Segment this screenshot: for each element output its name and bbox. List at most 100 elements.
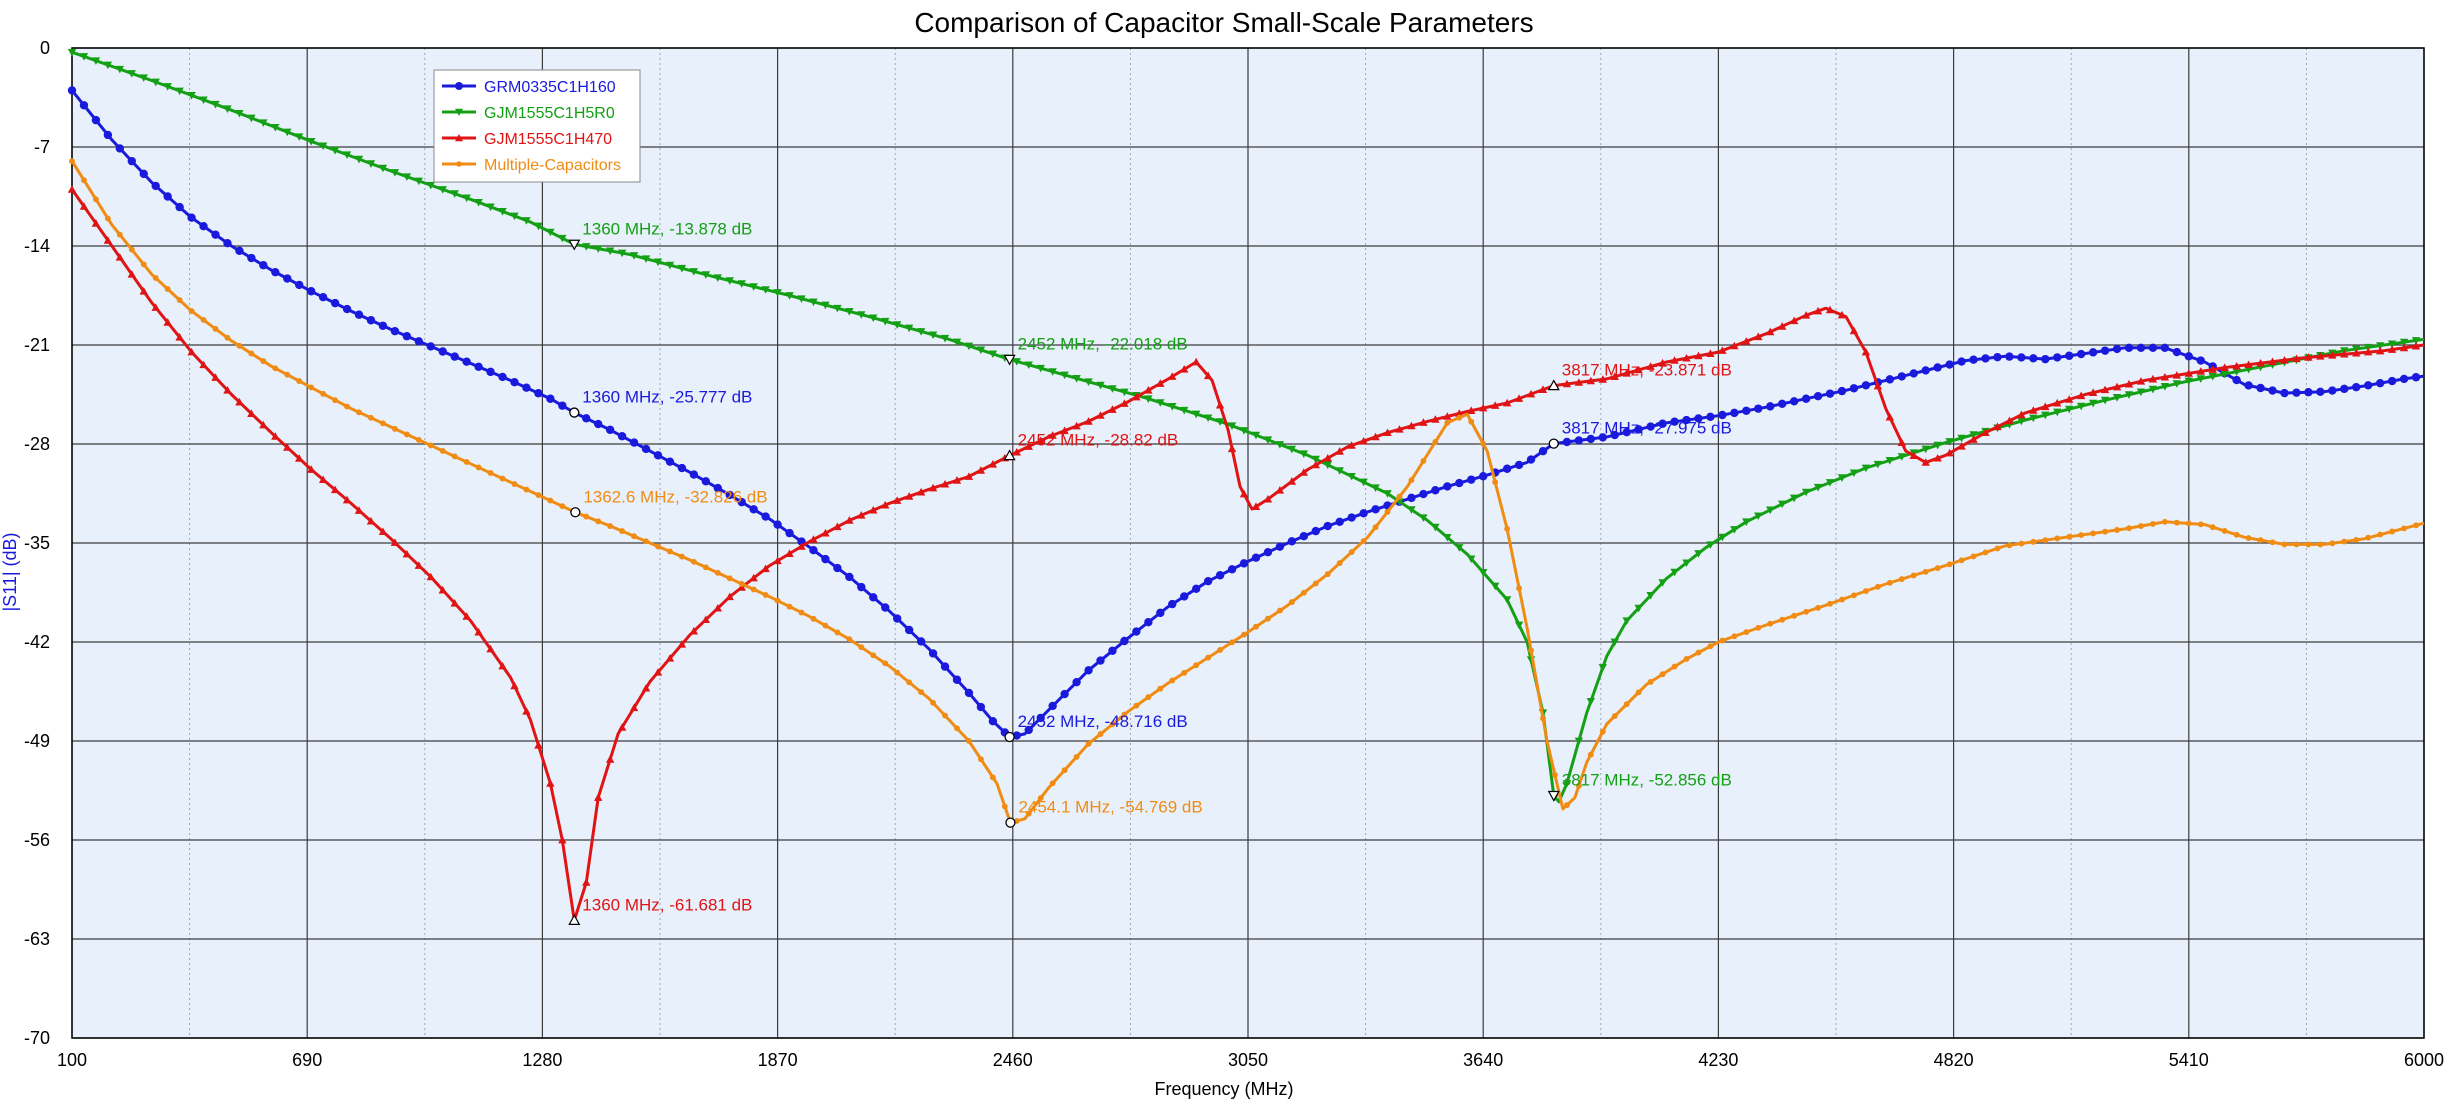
data-point-grm0335c1h160 [1610,430,1619,440]
data-point-gjm1555c1h470 [1981,428,1990,437]
data-point-grm0335c1h160 [1981,354,1990,363]
data-point-gjm1555c1h470 [1670,356,1679,364]
data-point-grm0335c1h160 [1215,571,1225,580]
data-point-gjm1555c1h5r0 [2387,340,2397,349]
data-point-grm0335c1h160 [378,321,388,330]
data-point-gjm1555c1h470 [665,654,675,662]
data-point-multiple-capacitors [738,580,745,587]
data-point-grm0335c1h160 [1825,389,1835,398]
data-point-multiple-capacitors [224,334,231,341]
data-point-gjm1555c1h470 [677,640,687,648]
data-point-grm0335c1h160 [1144,618,1153,627]
data-point-gjm1555c1h5r0 [103,61,113,70]
data-point-multiple-capacitors [1480,440,1487,447]
data-point-multiple-capacitors [368,414,374,421]
data-point-gjm1555c1h470 [2076,391,2086,400]
data-point-gjm1555c1h470 [809,535,818,543]
data-point-gjm1555c1h5r0 [785,292,794,300]
data-point-gjm1555c1h470 [2256,358,2265,367]
data-point-multiple-capacitors [2389,528,2396,535]
data-point-grm0335c1h160 [235,246,244,256]
data-point-multiple-capacitors [1348,549,1355,555]
data-point-gjm1555c1h5r0 [247,114,256,123]
data-point-gjm1555c1h470 [1993,422,2002,431]
data-point-grm0335c1h160 [1658,419,1667,428]
data-point-gjm1555c1h470 [2304,353,2313,361]
data-point-multiple-capacitors [1910,572,1917,579]
data-point-multiple-capacitors [116,231,123,238]
data-point-multiple-capacitors [1085,740,1092,747]
data-point-grm0335c1h160 [869,593,878,602]
data-point-gjm1555c1h470 [1048,431,1057,439]
data-point-multiple-capacitors [2233,531,2240,538]
data-point-gjm1555c1h470 [1383,428,1392,437]
data-point-multiple-capacitors [2209,524,2216,531]
data-point-grm0335c1h160 [127,156,136,166]
data-point-multiple-capacitors [92,196,99,203]
data-point-gjm1555c1h5r0 [2411,337,2421,345]
data-point-multiple-capacitors [846,636,853,643]
data-point-gjm1555c1h5r0 [2065,405,2074,414]
data-point-gjm1555c1h5r0 [1490,582,1500,591]
data-point-multiple-capacitors [81,177,87,184]
data-point-multiple-capacitors [427,442,434,449]
data-point-multiple-capacitors [128,246,135,253]
data-point-gjm1555c1h470 [1825,305,1835,314]
data-point-gjm1555c1h5r0 [1849,469,1859,478]
data-point-multiple-capacitors [977,756,984,763]
data-point-multiple-capacitors [188,308,195,314]
data-point-gjm1555c1h5r0 [390,169,400,177]
data-point-multiple-capacitors [69,158,75,165]
data-point-gjm1555c1h5r0 [1084,378,1093,386]
data-point-gjm1555c1h470 [582,878,591,886]
data-point-gjm1555c1h470 [1371,432,1380,441]
data-point-gjm1555c1h5r0 [1730,526,1739,534]
data-point-multiple-capacitors [1336,560,1343,567]
data-point-gjm1555c1h470 [1191,357,1201,366]
data-point-multiple-capacitors [1707,643,1714,650]
data-point-gjm1555c1h5r0 [1431,523,1440,532]
data-point-gjm1555c1h5r0 [1813,483,1823,492]
data-point-gjm1555c1h5r0 [151,78,160,87]
data-point-gjm1555c1h5r0 [1467,555,1476,564]
data-point-multiple-capacitors [690,558,697,565]
data-point-gjm1555c1h5r0 [283,128,292,137]
data-point-grm0335c1h160 [1311,526,1320,536]
data-point-multiple-capacitors [523,486,530,493]
data-point-gjm1555c1h470 [797,542,806,550]
data-point-multiple-capacitors [966,738,972,744]
data-point-grm0335c1h160 [725,490,734,500]
annotation-marker [569,407,580,418]
data-point-multiple-capacitors [1623,701,1630,708]
data-point-gjm1555c1h5r0 [1742,518,1751,526]
x-tick-label: 4820 [1934,1050,1974,1070]
data-point-multiple-capacitors [2269,539,2276,546]
data-point-multiple-capacitors [415,436,422,443]
data-point-gjm1555c1h470 [928,483,938,492]
annotation-marker [1003,449,1016,461]
data-point-grm0335c1h160 [1371,505,1380,514]
annotation-label: 1360 MHz, -61.681 dB [582,895,752,914]
data-point-gjm1555c1h470 [2172,371,2182,379]
data-point-grm0335c1h160 [283,274,292,283]
annotation-label: 3817 MHz, -27.975 dB [1562,419,1732,438]
data-point-gjm1555c1h470 [1909,451,1918,459]
data-point-multiple-capacitors [1396,493,1403,500]
data-point-grm0335c1h160 [1407,493,1416,503]
data-point-multiple-capacitors [1264,615,1271,622]
data-point-multiple-capacitors [1683,656,1690,662]
data-point-multiple-capacitors [1372,524,1379,531]
data-point-gjm1555c1h470 [271,432,280,440]
data-point-gjm1555c1h470 [1419,418,1428,426]
y-axis-label: |S11| (dB) [0,532,20,611]
data-point-grm0335c1h160 [1132,627,1141,636]
data-point-gjm1555c1h5r0 [1275,441,1285,449]
data-point-grm0335c1h160 [1789,397,1799,406]
data-point-gjm1555c1h470 [2387,345,2397,353]
data-point-gjm1555c1h5r0 [1239,427,1249,435]
data-point-grm0335c1h160 [1419,489,1428,499]
data-point-multiple-capacitors [2102,528,2109,535]
data-point-grm0335c1h160 [2340,384,2349,394]
data-point-multiple-capacitors [475,464,482,471]
